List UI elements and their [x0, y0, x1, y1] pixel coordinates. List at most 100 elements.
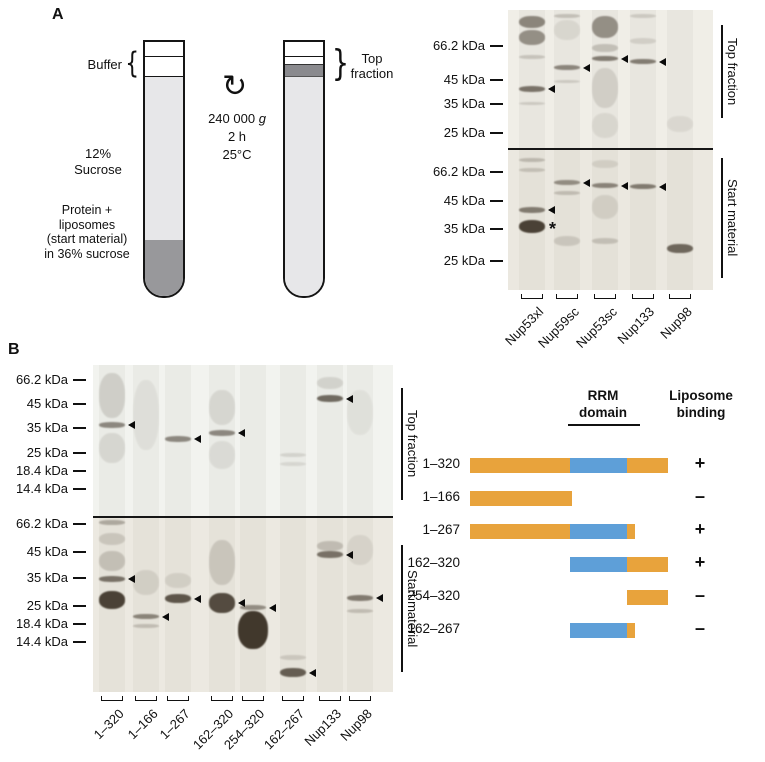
- gel-band: [554, 80, 580, 83]
- lane-label-text: Nup98: [336, 706, 375, 744]
- gel-lane-streak: [554, 150, 580, 290]
- mw-marker-label: 18.4 kDa: [15, 463, 68, 478]
- gel-band: [209, 593, 235, 613]
- floated-liposome-band: [285, 64, 323, 77]
- gel-band: [347, 390, 373, 435]
- mw-marker-tick: [73, 605, 86, 607]
- mw-marker-tick: [490, 103, 503, 105]
- band-arrowhead-icon: [659, 57, 666, 66]
- mw-marker-tick: [490, 228, 503, 230]
- gel-a-bottom-section-label: Start material: [725, 179, 740, 257]
- mw-marker-label: 35 kDa: [443, 221, 485, 236]
- construct-segment-linker: [627, 622, 636, 638]
- gel-band: [280, 462, 306, 466]
- gel-lane-streak: [630, 10, 656, 148]
- band-arrowhead-icon: [194, 435, 201, 443]
- band-arrowhead-icon: [583, 63, 590, 72]
- lane-bracket: [632, 294, 654, 299]
- gel-band: [347, 595, 373, 601]
- centrifuge-rotation-icon: ↻: [222, 69, 248, 104]
- lane-bracket: [521, 294, 543, 299]
- mw-marker-tick: [73, 470, 86, 472]
- band-arrowhead-icon: [194, 594, 201, 603]
- mw-marker-label: 45 kDa: [443, 193, 485, 208]
- liposome-binding-value: +: [694, 552, 706, 572]
- gel-band: [554, 20, 580, 40]
- gel-lane-streak: [347, 518, 373, 692]
- construct-label: 162–267: [407, 621, 460, 636]
- lane-bracket: [211, 696, 233, 701]
- gel-lane-streak: [209, 365, 235, 516]
- band-arrowhead-icon: [238, 599, 245, 607]
- mw-marker-label: 66.2 kDa: [432, 38, 485, 53]
- gel-lane-streak: [519, 10, 545, 148]
- gel-band: [209, 441, 235, 469]
- mw-marker-tick: [73, 641, 86, 643]
- gel-band: [519, 30, 545, 45]
- gel-band: [238, 611, 268, 649]
- gel-band: [99, 422, 125, 428]
- gel-band: [554, 191, 580, 195]
- top-fraction-brace: }: [331, 43, 350, 84]
- spin-speed: 240 000 g: [193, 110, 281, 128]
- gel-b-bottom-section-label: Start material: [405, 569, 420, 648]
- gel-band: [592, 113, 618, 138]
- gel-band: [592, 68, 618, 108]
- construct-segment-linker: [627, 523, 636, 539]
- gel-lane-streak: [133, 365, 159, 516]
- gel-band: [133, 380, 159, 450]
- panel-a-label: A: [52, 6, 64, 23]
- gel-band: [592, 44, 618, 52]
- band-arrowhead-icon: [346, 394, 353, 403]
- band-arrowhead-icon: [659, 182, 666, 191]
- construct-segment-rrm: [569, 523, 628, 539]
- gel-band: [667, 244, 693, 253]
- construct-label: 1–320: [422, 456, 460, 471]
- gel-lane-streak: [240, 365, 266, 516]
- gel-b-top-section-line: [401, 388, 403, 500]
- mw-marker-label: 45 kDa: [443, 72, 485, 87]
- gel-band: [519, 16, 545, 28]
- liposome-binding-value: +: [694, 453, 706, 473]
- lane-bracket: [319, 696, 341, 701]
- band-arrowhead-icon: [238, 429, 245, 437]
- gel-a-start-material-blot: [508, 150, 713, 290]
- mw-marker-tick: [73, 577, 86, 579]
- gel-image-panel-b: [93, 365, 393, 692]
- gel-band: [133, 570, 159, 595]
- start-material-layer: [145, 240, 183, 296]
- gel-band: [317, 551, 343, 558]
- mw-marker-tick: [490, 132, 503, 134]
- construct-segment-linker: [470, 490, 573, 506]
- construct-segment-linker: [627, 457, 668, 473]
- mw-marker-label: 25 kDa: [26, 598, 68, 613]
- band-arrowhead-icon: [621, 54, 628, 63]
- liposome-binding-value: +: [694, 519, 706, 539]
- lane-bracket: [669, 294, 691, 299]
- band-arrowhead-icon: [309, 668, 316, 677]
- gel-lane-streak: [99, 365, 125, 516]
- mw-marker-label: 66.2 kDa: [15, 372, 68, 387]
- centrifuge-tube-before: [143, 40, 185, 298]
- band-arrowhead-icon: [128, 421, 135, 429]
- gel-lane-streak: [280, 365, 306, 516]
- mw-marker-label: 35 kDa: [26, 420, 68, 435]
- mw-marker-label: 14.4 kDa: [15, 634, 68, 649]
- construct-segment-linker: [627, 589, 668, 605]
- top-fraction-label: Top fraction: [350, 51, 394, 81]
- construct-segment-rrm: [569, 622, 628, 638]
- rrm-domain-underline: [568, 424, 640, 426]
- gel-a-top-section-label: Top fraction: [725, 38, 740, 106]
- mw-marker-tick: [490, 45, 503, 47]
- gel-lane-streak: [667, 150, 693, 290]
- lane-label-text: Nup133: [301, 706, 345, 749]
- panel-b-label: B: [8, 341, 20, 358]
- band-arrowhead-icon: [583, 178, 590, 187]
- gel-band: [280, 668, 306, 677]
- gel-band: [165, 594, 191, 603]
- construct-label: 1–166: [422, 489, 460, 504]
- gel-lane-streak: [667, 10, 693, 148]
- mw-marker-tick: [73, 379, 86, 381]
- gel-band: [554, 65, 580, 70]
- rrm-domain-header: RRM domain: [578, 388, 627, 420]
